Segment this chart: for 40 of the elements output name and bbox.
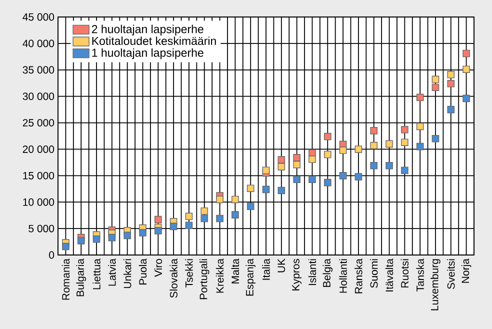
y-tick-label: 35 000 [22,66,54,74]
x-tick-label: Luxemburg [430,259,440,310]
x-tick-label: Viro [154,258,162,277]
x-tick-label: Ruotsi [400,259,409,288]
x-tick-label: Unkari [123,259,132,288]
y-tick-label: 15 000 [23,172,54,180]
x-tick-label: Hollanti [339,259,347,293]
x-tick-label: Tanska [416,258,424,292]
x-tick-label: Norja [461,258,472,283]
x-tick-label: Latvia [108,258,116,286]
x-tick-label: Kypros [292,258,302,290]
x-tick-label: Malta [231,258,240,284]
x-tick-label: Itävalta [385,258,394,292]
legend-label: 2 huoltajan lapsiperhe [92,24,204,36]
y-tick-label: 30 000 [22,92,54,100]
y-tick-label: 45 000 [22,13,54,21]
x-tick-label: Belgia [322,258,333,287]
x-tick-label: Islanti [308,259,316,285]
x-tick-label: Tsekki [185,259,193,288]
y-tick-label: 40 000 [22,40,54,48]
x-tick-label: Espanja [246,258,256,296]
x-tick-label: Romania [62,258,70,300]
y-tick-label: 10 000 [23,198,54,206]
x-tick-label: Sveitsi [447,259,455,289]
y-tick-label: 20 000 [22,146,54,153]
x-tick-label: UK [278,258,286,272]
x-tick-label: Suomi [370,259,378,288]
y-tick-label: 5 000 [28,224,54,232]
legend-label: Kotitaloudet keskimäärin [92,36,216,46]
x-tick-label: Portugali [199,259,210,300]
y-tick-label: 25 000 [22,119,54,126]
legend-label: 1 huoltajan lapsiperhe [92,48,204,60]
x-tick-label: Italia [262,258,270,280]
x-tick-label: Liettua [92,258,100,290]
x-tick-label: Ranska [354,258,362,294]
y-tick-label: 0 [49,251,54,259]
x-tick-label: Kreikka [216,258,224,293]
x-tick-label: Bulgaria [76,258,86,296]
x-tick-label: Slovakia [170,258,178,298]
x-tick-label: Puola [138,258,147,285]
